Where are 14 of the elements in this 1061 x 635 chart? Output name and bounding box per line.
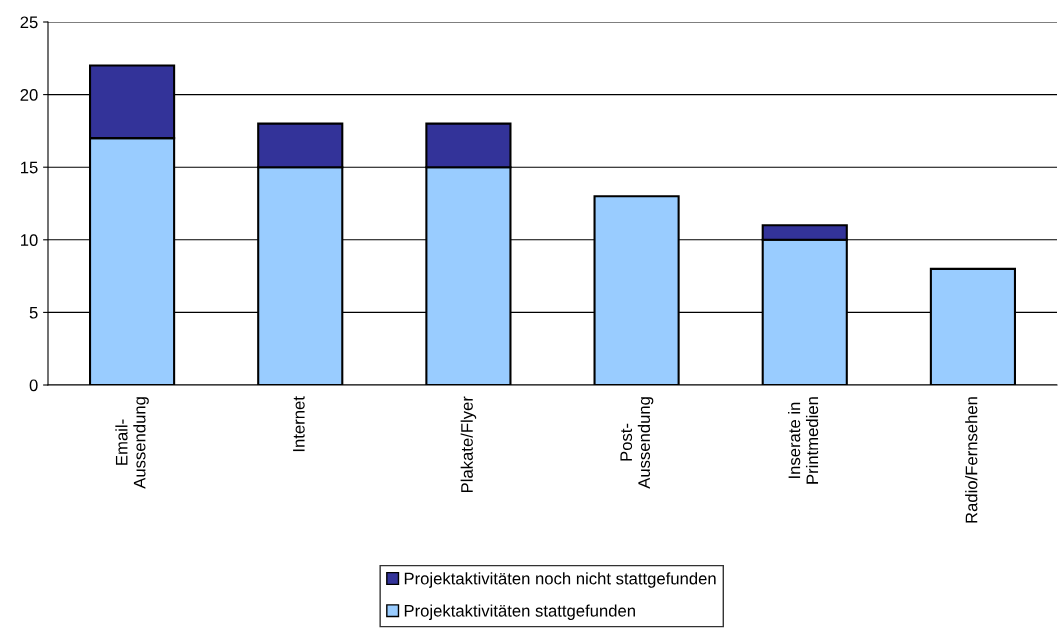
x-tick-label: Email- Aussendung [115, 397, 149, 489]
y-tick-label: 10 [21, 234, 38, 246]
x-tick-label: Post- Aussendung [620, 397, 654, 489]
legend-label: Projektaktivitäten stattgefunden [404, 604, 635, 620]
x-tick-label: Inserate in Printmedien [788, 397, 819, 484]
y-tick-label: 25 [20, 16, 38, 29]
x-tick-label: Internet [293, 396, 305, 452]
legend-label: Projektaktivitäten noch nicht stattgefunden [404, 572, 716, 588]
x-tick-label: Radio/Fernsehen [965, 397, 978, 523]
y-tick-label: 5 [29, 306, 38, 319]
y-tick-label: 15 [21, 161, 38, 174]
x-tick-label: Plakate/Flyer [460, 396, 477, 492]
y-tick-label: 20 [20, 89, 38, 101]
y-tick-label: 0 [29, 379, 38, 392]
